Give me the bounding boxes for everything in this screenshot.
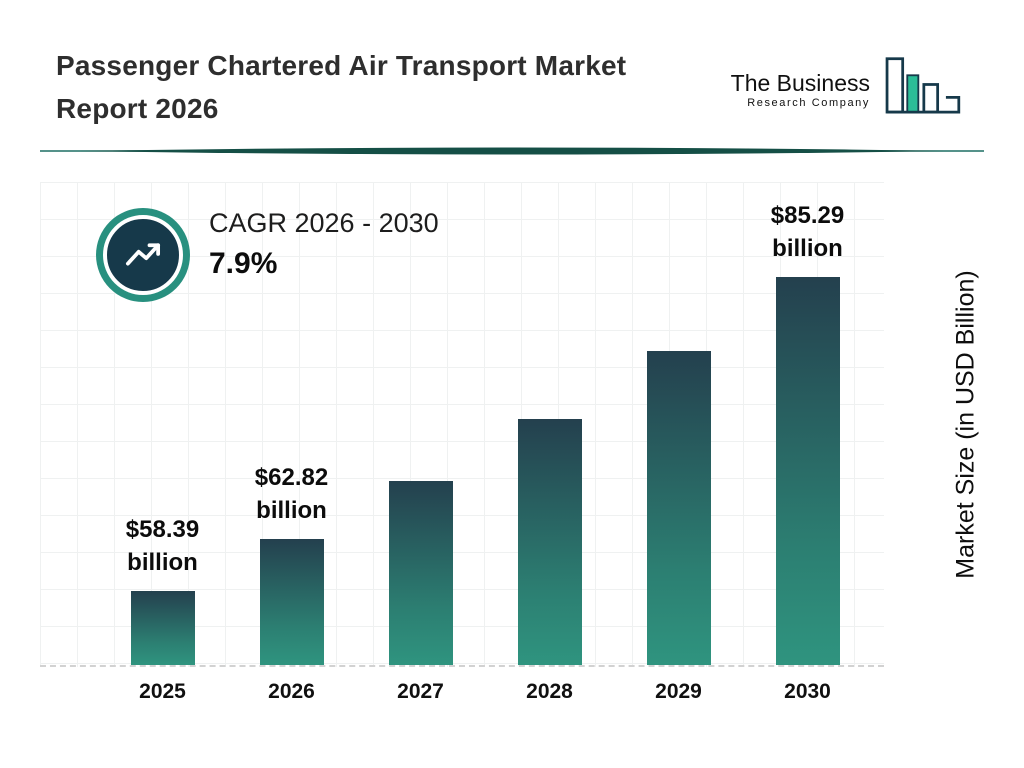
cagr-text: CAGR 2026 - 2030 7.9% [209,208,439,281]
bar-group-2026: $62.82 billion [227,182,356,665]
bar-value-label-2026: $62.82 billion [254,464,329,524]
bar-group-2028 [485,182,614,665]
page-title-line2: Report 2026 [56,93,219,125]
bar-2027 [388,481,453,665]
x-tick-2026: 2026 [268,680,315,703]
header-divider [40,147,984,155]
x-tick-2027: 2027 [397,680,444,703]
x-axis-ticks: 2025 2026 2027 2028 2029 2030 [40,667,884,717]
plot-area: $58.39 billion $62.82 billion $85.29 billion [40,182,884,667]
trend-up-arrow-icon [103,215,183,295]
bar-2030 [775,277,840,665]
y-axis-label: Market Size (in USD Billion) [951,270,980,579]
x-tick-2025: 2025 [139,680,186,703]
x-tick-2029: 2029 [655,680,702,703]
bar-2028 [517,419,582,665]
cagr-label: CAGR 2026 - 2030 [209,208,439,238]
page-title: Passenger Chartered Air Transport Market… [56,44,626,131]
bar-group-2027 [356,182,485,665]
company-logo-text: The Business Research Company [730,70,870,109]
company-logo: The Business Research Company [731,52,968,128]
bar-2029 [646,351,711,665]
logo-bar-chart-icon [885,57,961,114]
bar-2025 [130,591,195,665]
bar-value-label-2025: $58.39 billion [125,516,200,576]
bar-group-2025: $58.39 billion [98,182,227,665]
x-tick-2028: 2028 [526,680,573,703]
x-tick-2030: 2030 [784,680,831,703]
bar-chart: CAGR 2026 - 2030 7.9% $58.39 billion $62.8… [40,182,884,722]
cagr-badge-group: CAGR 2026 - 2030 7.9% [96,208,439,295]
company-name: The Business [730,70,870,97]
bar-group-2030: $85.29 billion [743,182,872,665]
bar-value-label-2030: $85.29 billion [770,202,845,262]
cagr-value: 7.9% [209,247,278,280]
page-title-line1: Passenger Chartered Air Transport Market [56,50,627,81]
bar-2026 [259,539,324,665]
header: Passenger Chartered Air Transport Market… [0,0,1024,131]
bar-group-2029 [614,182,743,665]
company-subname: Research Company [747,96,870,109]
